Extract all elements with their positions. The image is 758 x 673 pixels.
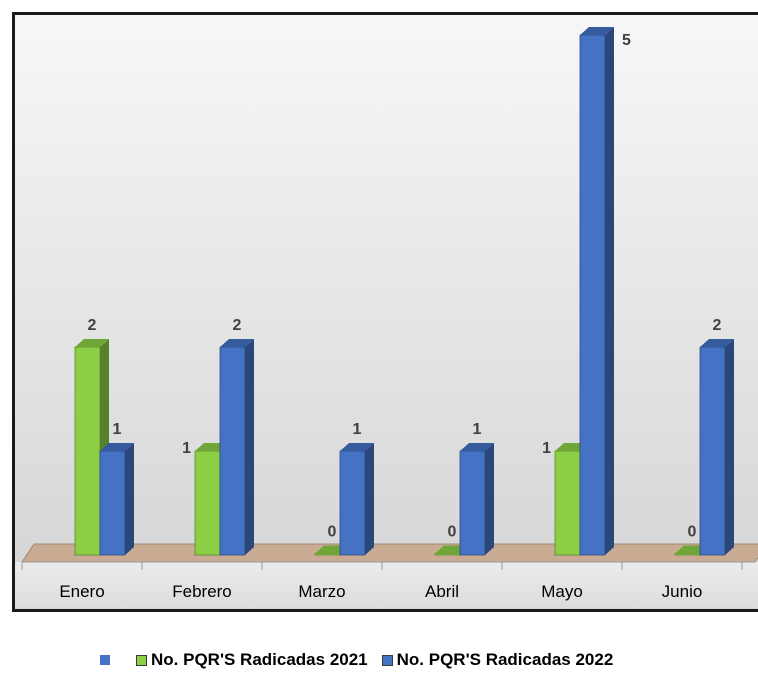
legend-item-2022: No. PQR'S Radicadas 2022 [381, 650, 614, 670]
bar-chart: 2 1 1 2 0 1 0 1 1 5 0 2 Enero Febrero Marzo Abril Mayo J… [12, 12, 758, 612]
bar-side [485, 443, 494, 555]
legend: No. PQR'S Radicadas 2021 No. PQR'S Radic… [100, 648, 613, 672]
bar-top [580, 27, 614, 35]
plot-background [12, 12, 758, 612]
bar: 2 [219, 317, 254, 556]
data-label: 2 [88, 317, 97, 334]
data-label: 1 [113, 421, 122, 438]
x-tick-label: Marzo [298, 582, 345, 601]
bar-top [460, 443, 494, 451]
data-label: 5 [622, 32, 631, 49]
x-tick-label: Febrero [172, 582, 232, 601]
data-label: 1 [473, 421, 482, 438]
x-tick-label: Abril [425, 582, 459, 601]
axis-band [15, 562, 758, 608]
bars: 2 1 1 2 0 1 0 1 1 5 0 2 [74, 27, 734, 556]
bar: 1 [339, 421, 374, 556]
legend-label-2022: No. PQR'S Radicadas 2022 [396, 650, 614, 669]
bar-front [699, 346, 726, 556]
bar-front [554, 450, 581, 556]
data-label: 0 [448, 524, 457, 541]
bar-front [74, 346, 101, 556]
x-axis-ticks [21, 562, 743, 570]
bar-side [365, 443, 374, 555]
bar-front [579, 34, 606, 556]
data-label: 2 [713, 317, 722, 334]
legend-swatch-2022 [381, 654, 393, 666]
legend-swatch-2021 [136, 654, 147, 666]
bar-front [194, 450, 221, 556]
bar-front [99, 450, 126, 556]
data-label: 1 [353, 421, 362, 438]
data-label: 0 [688, 524, 697, 541]
legend-marker [100, 655, 110, 665]
bar-front [314, 553, 341, 556]
data-label: 2 [233, 317, 242, 334]
bar-front [219, 346, 246, 556]
legend-item-2021: No. PQR'S Radicadas 2021 [136, 650, 368, 670]
data-label: 0 [328, 524, 337, 541]
bar-top [220, 339, 254, 347]
bar-front [674, 553, 701, 556]
data-label: 1 [182, 440, 191, 457]
bar: 1 [459, 421, 494, 556]
bar: 2 [699, 317, 734, 556]
bar-top [340, 443, 374, 451]
data-label: 1 [542, 440, 551, 457]
bar-side [245, 339, 254, 555]
bar: 5 [579, 27, 631, 556]
bar-side [605, 27, 614, 555]
bar-side [725, 339, 734, 555]
x-axis-labels: Enero Febrero Marzo Abril Mayo Junio [59, 582, 702, 601]
legend-label-2021: No. PQR'S Radicadas 2021 [151, 650, 368, 669]
chart-area: 2 1 1 2 0 1 0 1 1 5 0 2 Enero Febrero Marzo Abril Mayo J… [12, 12, 758, 612]
bar-top [75, 339, 109, 347]
bar-front [339, 450, 366, 556]
bar-side [125, 443, 134, 555]
x-tick-label: Enero [59, 582, 104, 601]
bar-top [700, 339, 734, 347]
bar: 1 [99, 421, 134, 556]
bar-front [459, 450, 486, 556]
bar-front [434, 553, 461, 556]
x-tick-label: Mayo [541, 582, 583, 601]
bar-top [100, 443, 134, 451]
x-tick-label: Junio [662, 582, 703, 601]
